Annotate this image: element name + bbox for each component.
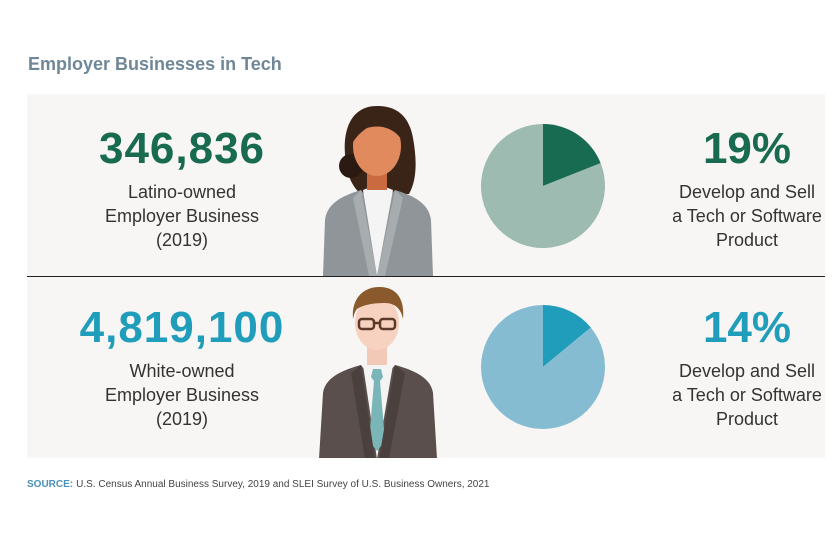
latino-owned-panel: 346,836 Latino-owned Employer Business (… — [27, 94, 825, 276]
white-tech-percent: 14% — [702, 303, 792, 352]
latino-tech-pie-chart — [481, 124, 605, 248]
white-desc-line3: (2019) — [155, 409, 209, 429]
man-businessperson-icon — [319, 287, 437, 458]
row-divider — [27, 276, 825, 277]
white-pct-desc-line3: Product — [715, 409, 779, 429]
latino-business-count: 346,836 — [98, 124, 266, 173]
latino-pct-desc-line3: Product — [715, 230, 779, 250]
white-owned-panel: 4,819,100 White-owned Employer Business … — [27, 277, 825, 458]
white-tech-pie-chart — [481, 305, 605, 429]
latino-pct-desc-line2: a Tech or Software — [672, 206, 822, 226]
latino-tech-percent: 19% — [702, 124, 792, 173]
latino-pie-slice-other — [481, 124, 605, 248]
white-pie-slice-other — [481, 305, 605, 429]
latino-desc-line3: (2019) — [155, 230, 209, 250]
source-note: SOURCE: U.S. Census Annual Business Surve… — [27, 479, 490, 490]
white-desc-line1: White-owned — [129, 361, 235, 381]
latino-pie-slice-tech — [543, 124, 601, 186]
source-label: SOURCE: — [27, 479, 74, 490]
white-pct-desc-line2: a Tech or Software — [672, 385, 822, 405]
white-pct-desc-line1: Develop and Sell — [678, 361, 816, 381]
source-text: U.S. Census Annual Business Survey, 2019… — [76, 479, 490, 490]
latino-desc-line1: Latino-owned — [127, 182, 237, 202]
woman-businessperson-icon — [323, 106, 433, 276]
white-pie-slice-tech — [543, 305, 591, 367]
chart-title: Employer Businesses in Tech — [28, 54, 282, 74]
white-desc-line2: Employer Business — [104, 385, 260, 405]
latino-pct-desc-line1: Develop and Sell — [678, 182, 816, 202]
latino-desc-line2: Employer Business — [104, 206, 260, 226]
white-business-count: 4,819,100 — [79, 303, 285, 352]
